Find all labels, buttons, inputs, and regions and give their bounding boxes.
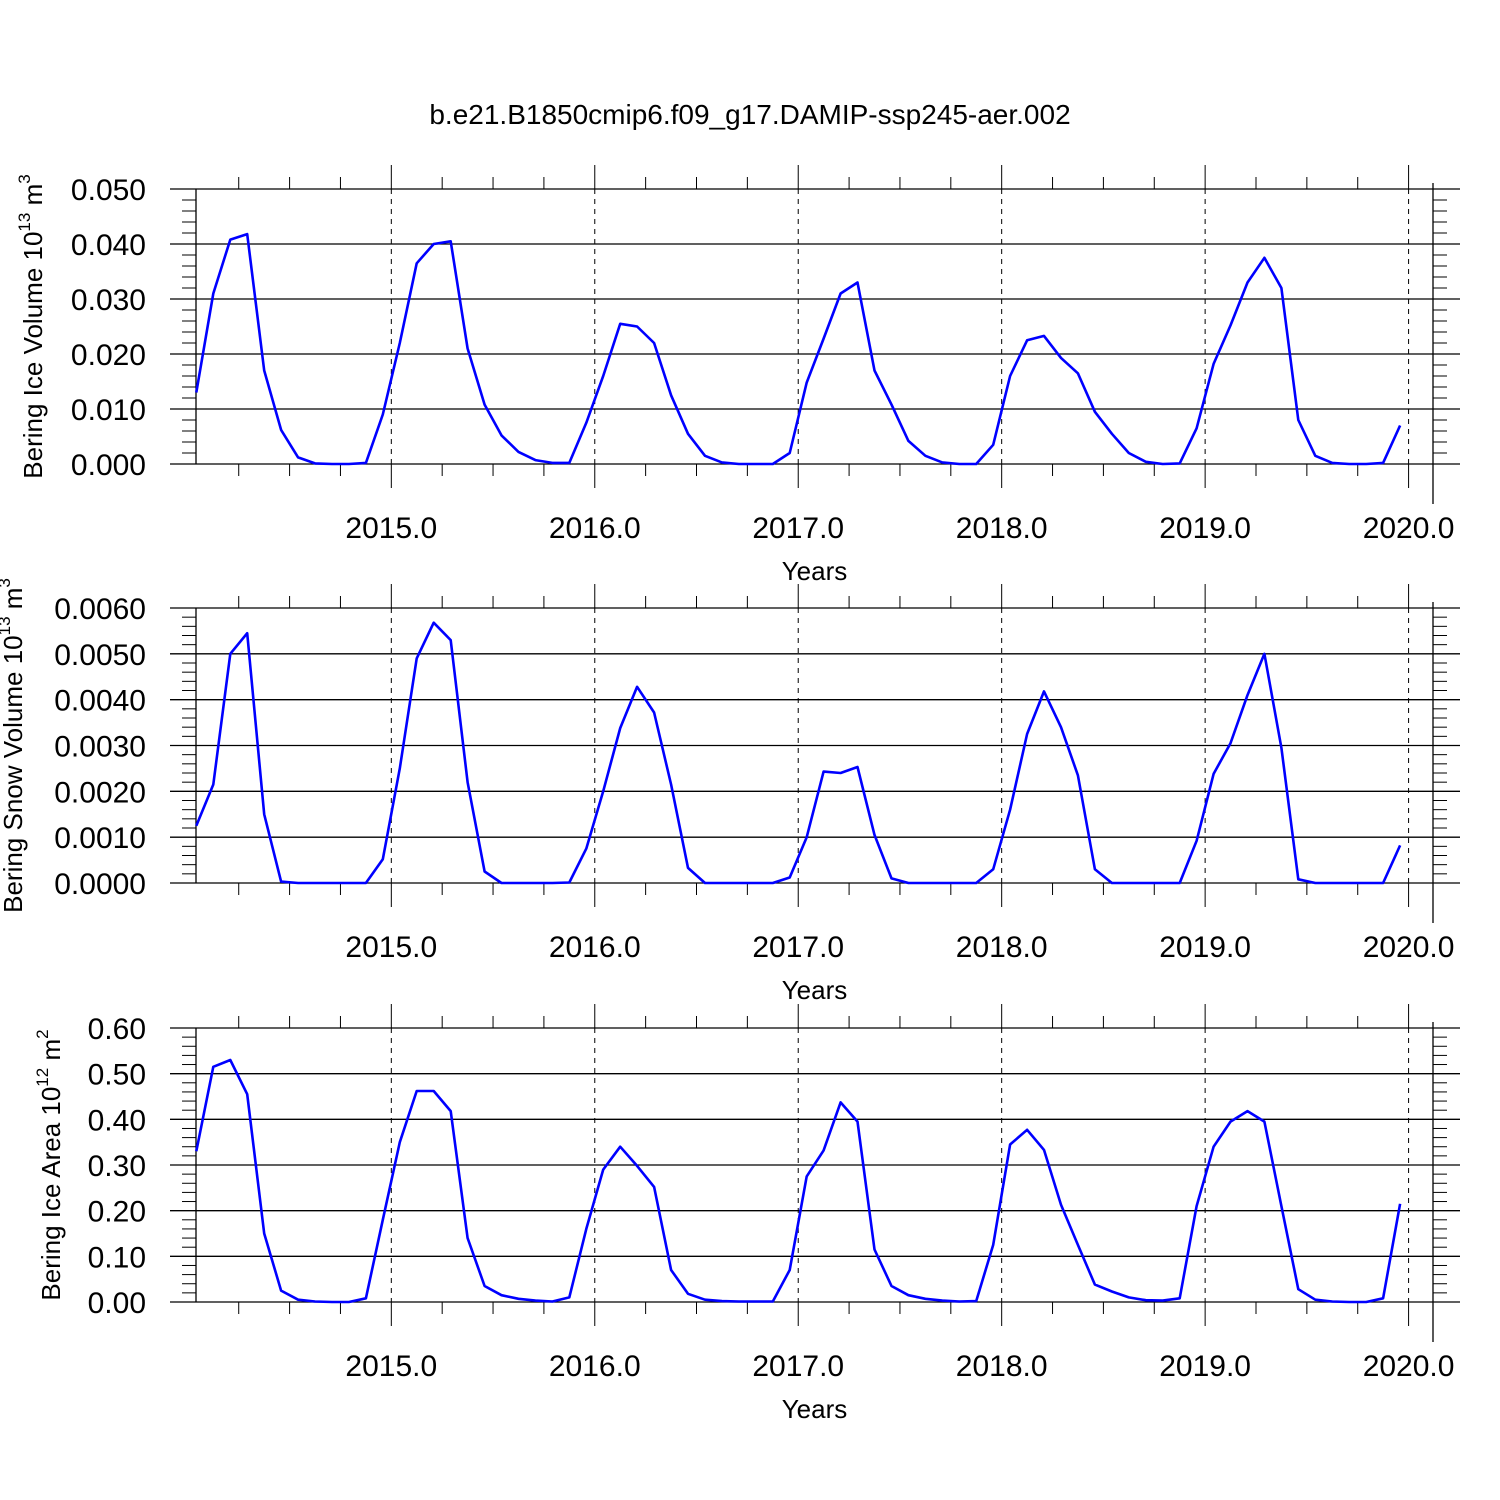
chart-panels: 0.000 0.010 0.020 0.030 0.040 0.050 2015.0 2016… — [0, 165, 1460, 1424]
chart-title: b.e21.B1850cmip6.f09_g17.DAMIP-ssp245-ae… — [429, 99, 1070, 130]
y-tick-label: 0.30 — [88, 1150, 146, 1183]
y-axis-label-unit: m — [0, 588, 28, 617]
x-tick-label: 2019.0 — [1159, 1350, 1251, 1383]
x-tick-label: 2015.0 — [345, 931, 437, 964]
y-axis-label-text: Bering Ice Area 10 — [36, 1087, 66, 1301]
x-tick-label: 2019.0 — [1159, 512, 1251, 545]
y-tick-label: 0.0030 — [54, 731, 146, 764]
x-tick-label: 2020.0 — [1363, 1350, 1455, 1383]
x-tick-label: 2017.0 — [752, 512, 844, 545]
x-tick-label: 2020.0 — [1363, 512, 1455, 545]
y-axis-label-unit: m — [36, 1039, 66, 1068]
y-tick-label: 0.030 — [71, 284, 146, 317]
y-tick-label: 0.60 — [88, 1013, 146, 1046]
x-tick-label: 2016.0 — [549, 1350, 641, 1383]
x-tick-label: 2016.0 — [549, 512, 641, 545]
y-tick-label: 0.0020 — [54, 776, 146, 809]
x-tick-label: 2017.0 — [752, 1350, 844, 1383]
y-axis-label-exponent: 12 — [33, 1068, 52, 1087]
x-axis-label: Years — [782, 556, 848, 586]
y-tick-label: 0.00 — [88, 1287, 146, 1320]
x-tick-label: 2016.0 — [549, 931, 641, 964]
x-tick-label: 2015.0 — [345, 1350, 437, 1383]
data-series-line — [195, 1058, 1402, 1304]
x-axis-label: Years — [782, 975, 848, 1005]
x-tick-label: 2019.0 — [1159, 931, 1251, 964]
y-axis-label: Bering Snow Volume 1013 m3 — [0, 578, 28, 913]
y-tick-label: 0.000 — [71, 449, 146, 482]
y-tick-label: 0.050 — [71, 174, 146, 207]
y-tick-label: 0.020 — [71, 339, 146, 372]
y-axis-label: Bering Ice Area 1012 m2 — [33, 1029, 66, 1300]
x-tick-label: 2018.0 — [956, 1350, 1048, 1383]
y-tick-label: 0.040 — [71, 229, 146, 262]
y-axis-label-unit: m — [18, 184, 48, 213]
y-axis-label-exponent: 13 — [0, 616, 14, 635]
data-series-line — [195, 232, 1402, 466]
y-axis-label-exponent: 13 — [15, 213, 34, 232]
y-tick-label: 0.0040 — [54, 685, 146, 718]
y-axis-label-unit-exponent: 2 — [33, 1029, 52, 1038]
x-tick-label: 2018.0 — [956, 512, 1048, 545]
data-series-line — [195, 621, 1402, 885]
y-tick-label: 0.0050 — [54, 639, 146, 672]
x-tick-label: 2018.0 — [956, 931, 1048, 964]
y-tick-label: 0.0060 — [54, 593, 146, 626]
x-axis-label: Years — [782, 1394, 848, 1424]
y-tick-label: 0.10 — [88, 1241, 146, 1274]
y-axis-label-text: Bering Ice Volume 10 — [18, 232, 48, 479]
y-tick-label: 0.20 — [88, 1196, 146, 1229]
y-tick-label: 0.0000 — [54, 868, 146, 901]
chart-panel-2: 0.0000 0.0010 0.0020 0.0030 0.0040 0.0050 0.00… — [0, 578, 1460, 1005]
x-tick-label: 2017.0 — [752, 931, 844, 964]
y-axis-label-unit-exponent: 3 — [15, 174, 34, 183]
x-tick-label: 2015.0 — [345, 512, 437, 545]
chart-panel-3: 0.00 0.10 0.20 0.30 0.40 0.50 0.60 2015.0 2016.0… — [33, 1004, 1460, 1424]
y-tick-label: 0.0010 — [54, 822, 146, 855]
y-axis-label: Bering Ice Volume 1013 m3 — [15, 174, 48, 478]
y-tick-label: 0.010 — [71, 394, 146, 427]
y-tick-label: 0.50 — [88, 1059, 146, 1092]
x-tick-label: 2020.0 — [1363, 931, 1455, 964]
y-tick-label: 0.40 — [88, 1104, 146, 1137]
y-axis-label-unit-exponent: 3 — [0, 578, 14, 587]
chart-panel-1: 0.000 0.010 0.020 0.030 0.040 0.050 2015.0 2016… — [15, 165, 1460, 586]
y-axis-label-text: Bering Snow Volume 10 — [0, 635, 28, 913]
